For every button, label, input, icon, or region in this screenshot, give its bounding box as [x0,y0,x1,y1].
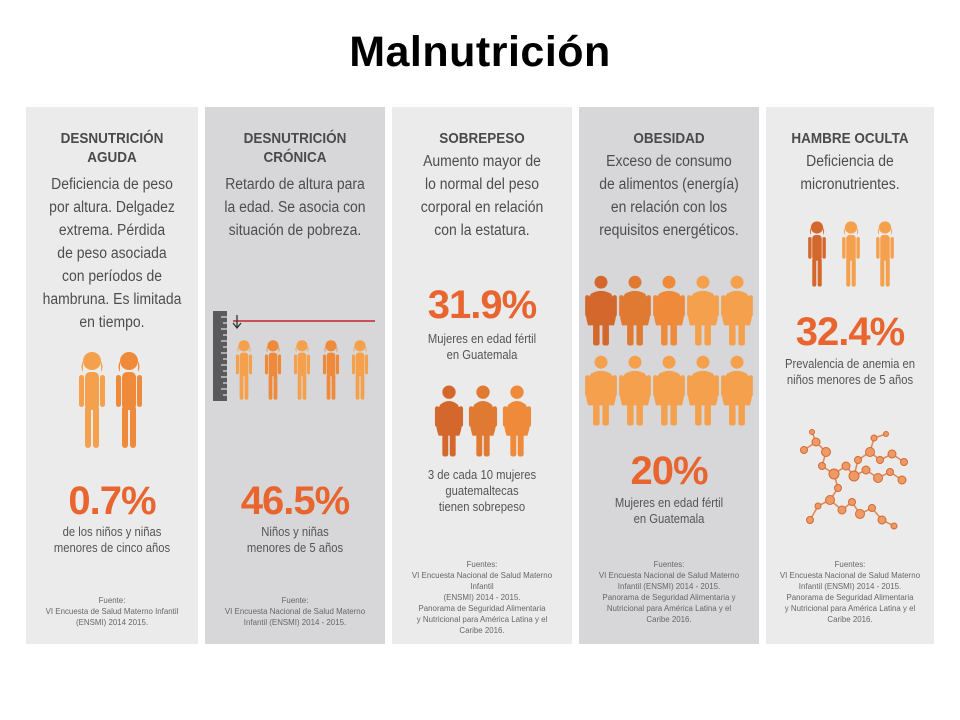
column-description: Deficiencia de micronutrientes. [800,153,900,193]
stat-value: 46.5% [240,479,350,523]
column-desnutricion-cronica: DESNUTRICIÓN CRÓNICA Retardo de altura p… [205,107,385,644]
stat-value: 20% [630,449,708,493]
column-description: Exceso de consumo de alimentos (energía)… [599,153,739,239]
page-title: Malnutrición [349,28,611,76]
column-heading: DESNUTRICIÓN CRÓNICA [243,130,347,166]
molecule-network-icon [800,429,908,530]
stunted-children-with-ruler-icon [213,311,375,401]
stat-caption: Mujeres en edad fértil en Guatemala [614,496,724,526]
column-hambre-oculta: HAMBRE OCULTA Deficiencia de micronutrie… [766,107,934,644]
column-heading: HAMBRE OCULTA [791,130,909,147]
stat-value: 32.4% [795,310,905,354]
overweight-women-icon [434,385,532,457]
stat-caption: Niños y niñas menores de 5 años [246,525,344,555]
column-desnutricion-aguda: DESNUTRICIÓN AGUDA Deficiencia de peso p… [26,107,198,644]
secondary-caption: 3 de cada 10 mujeres guatemaltecas tiene… [427,468,537,514]
stat-caption: de los niños y niñas menores de cinco añ… [53,525,171,555]
source-note: Fuente: VI Encuesta de Salud Materno Inf… [45,595,179,627]
column-description: Aumento mayor de lo normal del peso corp… [420,153,544,239]
source-note: Fuentes: VI Encuesta Nacional de Salud M… [779,559,921,624]
column-sobrepeso: SOBREPESO Aumento mayor de lo normal del… [392,107,572,644]
column-description: Retardo de altura para la edad. Se asoci… [224,176,366,239]
children-icon [808,221,894,287]
obese-people-icon [585,275,753,426]
stat-caption: Mujeres en edad fértil en Guatemala [427,332,537,362]
column-description: Deficiencia de peso por altura. Delgadez… [42,176,182,331]
column-obesidad: OBESIDAD Exceso de consumo de alimentos … [579,107,759,644]
source-note: Fuentes: VI Encuesta Nacional de Salud M… [598,559,740,624]
column-heading: DESNUTRICIÓN AGUDA [60,130,164,166]
thin-children-icon [79,352,142,448]
stat-caption: Prevalencia de anemia en niños menores d… [784,357,916,387]
source-note: Fuentes: VI Encuesta Nacional de Salud M… [411,559,553,635]
stat-value: 31.9% [427,283,537,327]
column-heading: OBESIDAD [633,130,705,147]
column-heading: SOBREPESO [439,130,525,147]
stat-value: 0.7% [68,479,156,523]
source-note: Fuente: VI Encuesta Nacional de Salud Ma… [224,595,366,627]
